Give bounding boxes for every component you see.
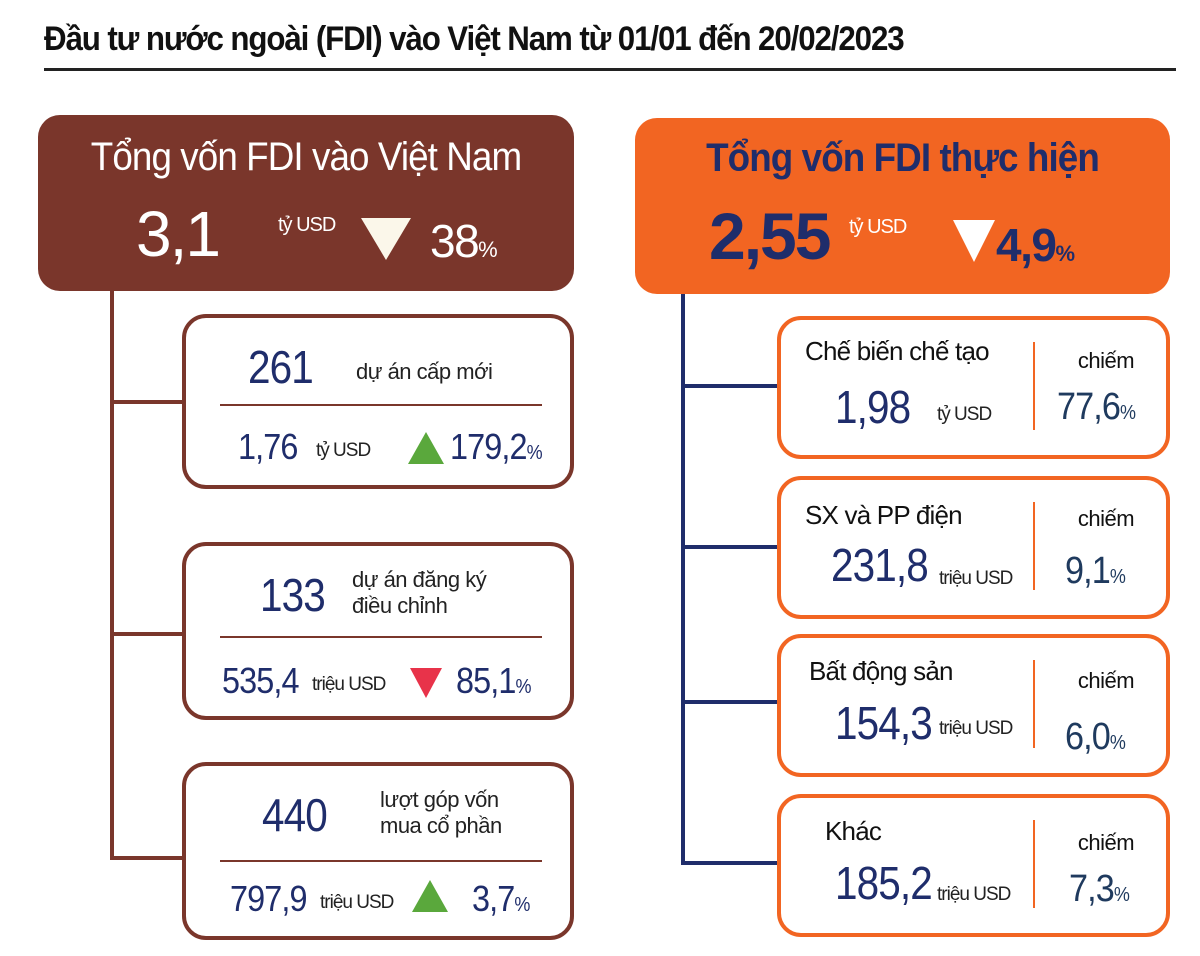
card-divider	[220, 860, 542, 862]
title-divider	[44, 68, 1176, 71]
card-divider	[220, 404, 542, 406]
card-unit: triệu USD	[312, 674, 386, 695]
sector-unit: triệu USD	[937, 884, 1011, 905]
card-divider	[220, 636, 542, 638]
total-fdi-value: 3,1	[136, 198, 221, 270]
card-value: 535,4	[222, 660, 299, 701]
capital-contribution-card: 440 lượt góp vốn mua cổ phần 797,9 triệu…	[182, 762, 574, 940]
page-title: Đầu tư nước ngoài (FDI) vào Việt Nam từ …	[44, 20, 905, 58]
share-value: 7,3%	[1069, 868, 1130, 910]
card-change: 179,2%	[450, 426, 543, 467]
realized-fdi-header: Tổng vốn FDI thực hiện 2,55 tỷ USD 4,9%	[635, 118, 1170, 294]
realized-fdi-value: 2,55	[709, 199, 831, 273]
card-divider	[1033, 342, 1035, 430]
triangle-down-icon	[953, 220, 995, 262]
share-label: chiếm	[1077, 830, 1135, 855]
card-count: 261	[248, 341, 314, 393]
card-divider	[1033, 502, 1035, 590]
sector-name: Chế biến chế tạo	[805, 336, 990, 366]
triangle-down-icon	[361, 218, 411, 260]
share-label: chiếm	[1077, 506, 1135, 531]
right-tree-branch-3	[681, 700, 777, 704]
left-tree-branch-2	[110, 632, 184, 636]
sector-name: Khác	[825, 816, 882, 846]
card-count: 133	[260, 569, 326, 621]
card-unit: triệu USD	[320, 892, 394, 913]
card-divider	[1033, 660, 1035, 748]
sector-unit: tỷ USD	[937, 404, 992, 425]
card-label-line2: mua cổ phần	[380, 813, 502, 838]
card-change: 85,1%	[456, 660, 531, 701]
triangle-down-icon	[410, 668, 442, 698]
sector-unit: triệu USD	[939, 568, 1013, 589]
card-divider	[1033, 820, 1035, 908]
total-fdi-unit: tỷ USD	[278, 214, 336, 236]
adjusted-projects-card: 133 dự án đăng ký điều chỉnh 535,4 triệu…	[182, 542, 574, 720]
share-label: chiếm	[1077, 668, 1135, 693]
card-change: 3,7%	[472, 878, 530, 919]
right-tree-branch-2	[681, 545, 777, 549]
card-label: dự án cấp mới	[356, 359, 493, 384]
sector-card-other: Khác 185,2 triệu USD chiếm 7,3%	[777, 794, 1170, 937]
realized-fdi-unit: tỷ USD	[849, 216, 907, 238]
left-tree-trunk	[110, 290, 114, 860]
sector-value: 1,98	[835, 381, 911, 433]
card-value: 1,76	[238, 426, 298, 467]
sector-card-manufacturing: Chế biến chế tạo 1,98 tỷ USD chiếm 77,6%	[777, 316, 1170, 459]
card-label-line1: lượt góp vốn	[380, 787, 499, 812]
sector-name: Bất động sản	[809, 656, 953, 686]
left-tree-branch-3	[110, 856, 184, 860]
right-tree-branch-4	[681, 861, 777, 865]
sector-value: 154,3	[835, 697, 933, 749]
card-count: 440	[262, 789, 328, 841]
card-value: 797,9	[230, 878, 307, 919]
total-fdi-change: 38%	[430, 215, 498, 267]
total-fdi-header: Tổng vốn FDI vào Việt Nam 3,1 tỷ USD 38%	[38, 115, 574, 291]
share-value: 9,1%	[1065, 550, 1126, 592]
realized-fdi-change: 4,9%	[996, 219, 1075, 271]
triangle-up-icon	[408, 432, 444, 464]
card-unit: tỷ USD	[316, 440, 371, 461]
share-label: chiếm	[1077, 348, 1135, 373]
sector-unit: triệu USD	[939, 718, 1013, 739]
realized-fdi-title: Tổng vốn FDI thực hiện	[706, 136, 1100, 180]
card-label-line1: dự án đăng ký	[352, 567, 487, 592]
left-tree-branch-1	[110, 400, 184, 404]
total-fdi-title: Tổng vốn FDI vào Việt Nam	[90, 135, 522, 179]
card-label-line2: điều chỉnh	[352, 593, 448, 618]
share-value: 6,0%	[1065, 716, 1126, 758]
sector-value: 185,2	[835, 857, 933, 909]
right-tree-trunk	[681, 293, 685, 864]
sector-value: 231,8	[831, 539, 929, 591]
triangle-up-icon	[412, 880, 448, 912]
sector-name: SX và PP điện	[805, 500, 963, 530]
sector-card-electricity: SX và PP điện 231,8 triệu USD chiếm 9,1%	[777, 476, 1170, 619]
right-tree-branch-1	[681, 384, 777, 388]
sector-card-real-estate: Bất động sản 154,3 triệu USD chiếm 6,0%	[777, 634, 1170, 777]
share-value: 77,6%	[1057, 386, 1136, 428]
new-projects-card: 261 dự án cấp mới 1,76 tỷ USD 179,2%	[182, 314, 574, 489]
